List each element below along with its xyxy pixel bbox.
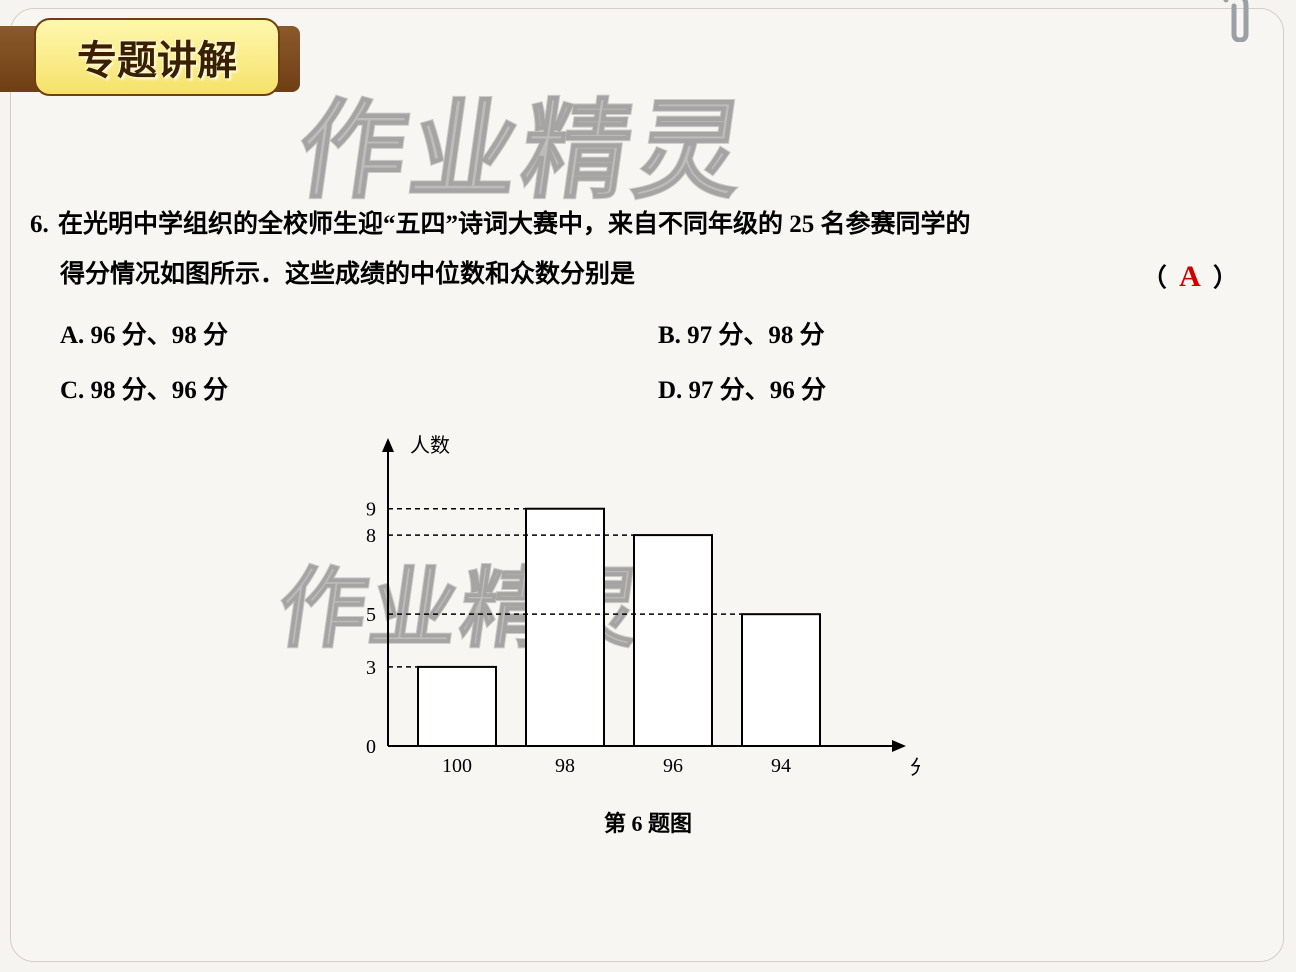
- svg-text:5: 5: [366, 604, 376, 626]
- svg-text:3: 3: [366, 657, 376, 679]
- chart-caption: 第 6 题图: [0, 806, 1296, 838]
- svg-text:8: 8: [366, 525, 376, 547]
- option-c: C. 98 分、96 分: [60, 363, 658, 418]
- svg-text:0: 0: [366, 736, 376, 758]
- svg-text:96: 96: [663, 755, 683, 777]
- options: A. 96 分、98 分 B. 97 分、98 分 C. 98 分、96 分 D…: [30, 308, 1256, 418]
- question-block: 6.在光明中学组织的全校师生迎“五四”诗词大赛中，来自不同年级的 25 名参赛同…: [30, 200, 1256, 418]
- svg-text:94: 94: [771, 755, 791, 777]
- header-title: 专题讲解: [77, 28, 237, 86]
- svg-text:9: 9: [366, 499, 376, 521]
- svg-text:98: 98: [555, 755, 575, 777]
- option-d: D. 97 分、96 分: [658, 363, 1256, 418]
- option-a: A. 96 分、98 分: [60, 308, 658, 363]
- svg-text:分数: 分数: [910, 756, 920, 779]
- svg-text:100: 100: [442, 755, 472, 777]
- answer-slot: （ A ）: [1142, 247, 1238, 307]
- paperclip-icon: [1216, 0, 1256, 42]
- answer-letter: A: [1173, 260, 1207, 293]
- bar-chart: 人数分数 100 98 96 94 0 3 5 8 9: [300, 434, 920, 814]
- question-line1: 在光明中学组织的全校师生迎“五四”诗词大赛中，来自不同年级的 25 名参赛同学的: [58, 211, 971, 238]
- question-number: 6.: [30, 200, 58, 250]
- svg-text:人数: 人数: [410, 434, 450, 457]
- header-ribbon: 专题讲解: [0, 18, 320, 100]
- option-b: B. 97 分、98 分: [658, 308, 1256, 363]
- question-line2: 得分情况如图所示．这些成绩的中位数和众数分别是: [60, 261, 635, 288]
